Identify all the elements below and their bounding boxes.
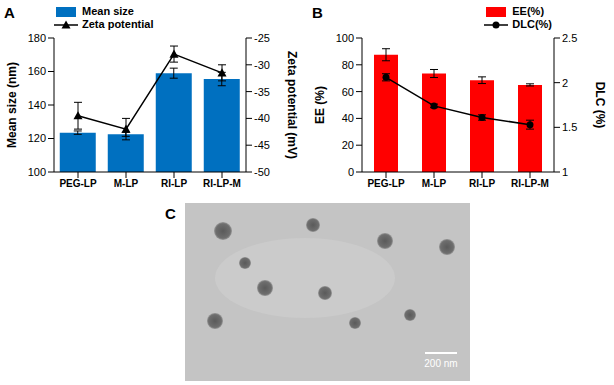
svg-text:80: 80 (342, 59, 354, 71)
html-text:DLC(%): DLC(%) (512, 18, 552, 30)
html-text:Mean size: Mean size (82, 5, 134, 17)
svg-text:0: 0 (348, 166, 354, 178)
svg-text:-25: -25 (254, 32, 270, 44)
svg-text:EE (%): EE (%) (313, 86, 327, 124)
svg-text:-50: -50 (254, 166, 270, 178)
html-text:B: B (312, 4, 323, 21)
svg-text:140: 140 (28, 99, 46, 111)
html-text:Zeta potential: Zeta potential (82, 18, 154, 30)
svg-text:RI-LP-M: RI-LP-M (511, 178, 549, 189)
svg-text:Mean size (nm): Mean size (nm) (5, 62, 19, 148)
svg-text:1.5: 1.5 (562, 121, 577, 133)
svg-text:-40: -40 (254, 112, 270, 124)
svg-text:160: 160 (28, 65, 46, 77)
svg-text:120: 120 (28, 132, 46, 144)
svg-text:2.5: 2.5 (562, 32, 577, 44)
svg-text:40: 40 (342, 112, 354, 124)
svg-text:-30: -30 (254, 59, 270, 71)
svg-text:M-LP: M-LP (114, 178, 139, 189)
svg-text:PEG-LP: PEG-LP (59, 178, 97, 189)
svg-text:100: 100 (28, 166, 46, 178)
svg-text:-35: -35 (254, 86, 270, 98)
svg-text:200 nm: 200 nm (424, 358, 457, 369)
svg-text:1: 1 (562, 166, 568, 178)
svg-text:2: 2 (562, 77, 568, 89)
svg-text:60: 60 (342, 86, 354, 98)
svg-text:RI-LP: RI-LP (161, 178, 187, 189)
svg-text:RI-LP-M: RI-LP-M (203, 178, 241, 189)
html-text:A: A (4, 4, 15, 21)
svg-text:-45: -45 (254, 139, 270, 151)
svg-text:RI-LP: RI-LP (469, 178, 495, 189)
svg-text:180: 180 (28, 32, 46, 44)
html-text:C: C (165, 205, 176, 222)
svg-text:DLC (%): DLC (%) (593, 82, 607, 129)
svg-text:100: 100 (336, 32, 354, 44)
svg-text:M-LP: M-LP (422, 178, 447, 189)
html-text:EE(%): EE(%) (512, 5, 545, 17)
svg-text:20: 20 (342, 139, 354, 151)
svg-text:Zeta potential (mV): Zeta potential (mV) (285, 51, 299, 159)
svg-text:PEG-LP: PEG-LP (367, 178, 405, 189)
